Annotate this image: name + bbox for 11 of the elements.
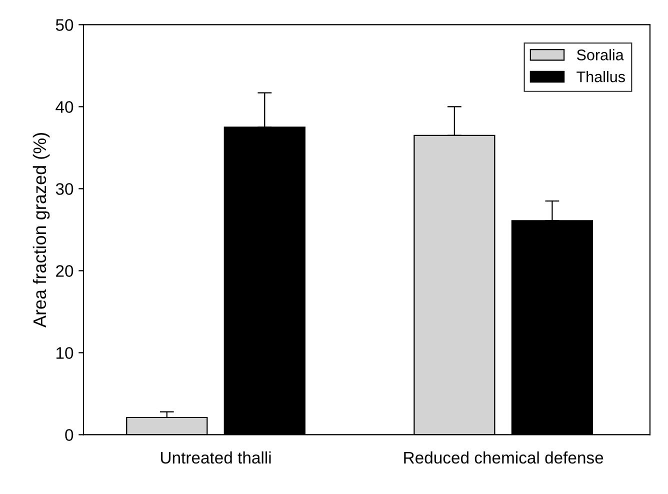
x-tick-label: Untreated thalli — [161, 451, 271, 464]
y-tick-label: 50 — [56, 19, 74, 31]
y-tick-label: 30 — [56, 183, 74, 195]
y-tick-label: 10 — [56, 347, 74, 359]
y-tick-label: 0 — [65, 429, 74, 441]
x-tick-label: Reduced chemical defense — [404, 451, 604, 464]
legend-label: Thallus — [576, 71, 625, 82]
y-axis-title: Area fraction grazed (%) — [32, 132, 50, 328]
y-tick-label: 40 — [56, 101, 74, 113]
y-tick-label: 20 — [56, 265, 74, 277]
legend-label: Soralia — [576, 49, 624, 60]
